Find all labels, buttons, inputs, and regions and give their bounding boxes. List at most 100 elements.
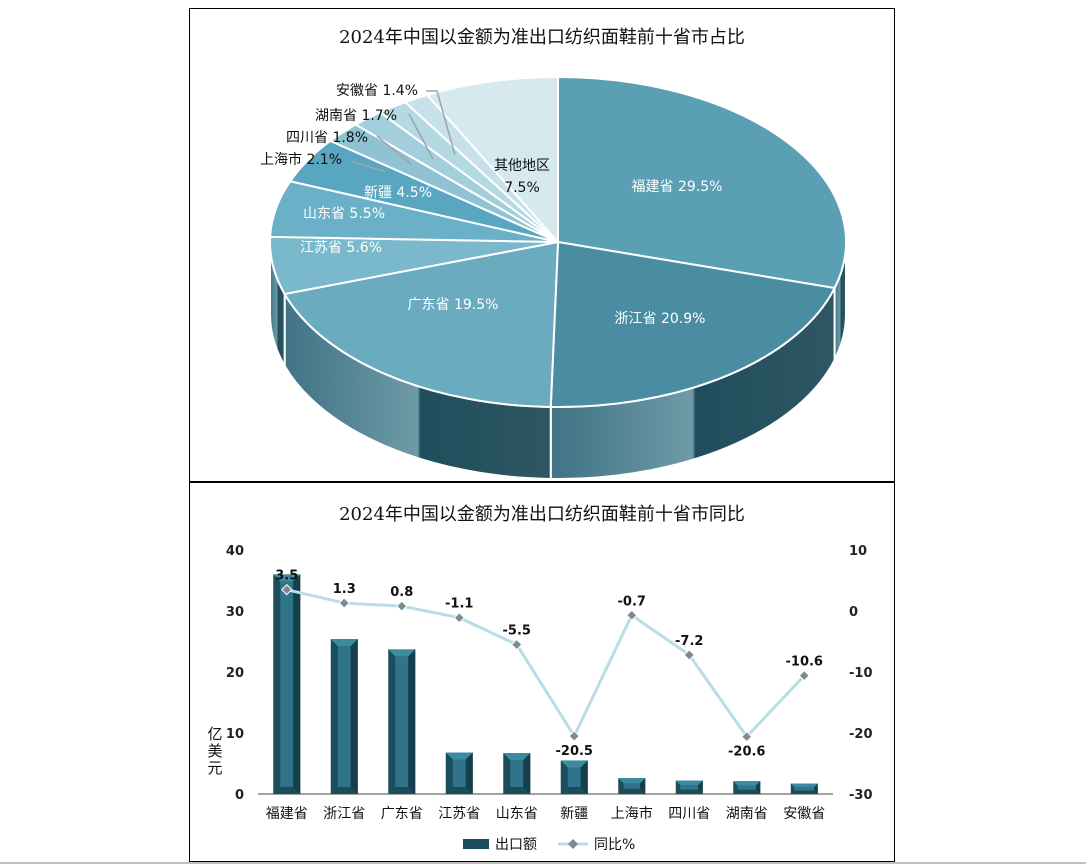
yoy-marker-新疆	[568, 730, 580, 742]
category-label-上海市: 上海市	[611, 805, 653, 822]
pie-label-广东省: 广东省 19.5%	[408, 297, 499, 313]
left-tick-label: 40	[226, 544, 244, 559]
pie-label-新疆: 新疆 4.5%	[364, 185, 432, 201]
category-label-安徽省: 安徽省	[783, 806, 825, 822]
line-series: 3.5 1.3 0.8 -1.1 -5.5 -20.5 -0.7 -7.2 -20.6 -10.6	[275, 569, 823, 760]
bar-top-bevel	[388, 649, 416, 657]
bar-right-bevel	[408, 649, 416, 794]
category-label-浙江省: 浙江省	[323, 806, 365, 822]
yoy-label-安徽省: -10.6	[786, 655, 823, 670]
yoy-marker-山东省	[511, 638, 523, 651]
pie-label-安徽省: 安徽省 1.4%	[336, 83, 418, 99]
bar-right-bevel	[698, 780, 703, 794]
bar-face	[623, 783, 640, 789]
bar-right-bevel	[814, 783, 818, 794]
left-tick-label: 20	[226, 666, 244, 681]
bar-top-bevel	[330, 639, 358, 647]
yoy-label-新疆: -20.5	[556, 744, 593, 759]
bar-right-bevel	[639, 778, 646, 794]
bar-face	[567, 767, 581, 787]
yoy-line	[286, 588, 806, 740]
yoy-label-福建省: 3.5	[275, 569, 298, 584]
bar-right-bevel	[755, 781, 761, 794]
bar-face	[395, 656, 409, 787]
yoy-marker-上海市	[626, 609, 638, 621]
yoy-label-广东省: 0.8	[390, 585, 413, 600]
pie-slice-其他地区	[425, 75, 559, 245]
left-tick-label: 0	[235, 788, 244, 803]
legend-item-bar: 出口额	[463, 837, 537, 853]
category-label-江苏省: 江苏省	[438, 806, 480, 822]
yoy-marker-福建省	[281, 583, 293, 596]
category-label-新疆: 新疆	[560, 806, 588, 822]
pie-label-江苏省: 江苏省 5.6%	[300, 240, 382, 256]
pie-chart-panel: 2024年中国以金额为准出口纺织面鞋前十省市占比 福建省 29.5% 浙江省 20…	[189, 8, 895, 482]
bar-top-bevel	[618, 778, 646, 784]
y-axis-label-char: 美	[207, 742, 222, 760]
right-tick-label: 10	[849, 544, 867, 559]
pie-leader-湖南省	[408, 113, 434, 160]
left-tick-label: 10	[226, 727, 244, 742]
yoy-marker-江苏省	[453, 612, 465, 624]
bar-安徽省	[790, 783, 818, 794]
bar-right-bevel	[350, 639, 358, 794]
bar-face	[794, 787, 815, 791]
bar-top-bevel	[503, 753, 531, 761]
bar-top-bevel	[445, 752, 473, 760]
bar-浙江省	[330, 639, 358, 794]
yoy-label-上海市: -0.7	[618, 594, 646, 609]
yoy-marker-安徽省	[798, 669, 810, 682]
bar-face	[680, 785, 699, 790]
category-label-广东省: 广东省	[381, 806, 423, 822]
bar-face	[510, 760, 524, 787]
category-label-福建省: 福建省	[266, 806, 308, 822]
category-labels: 福建省 浙江省 广东省 江苏省 山东省 新疆 上海市 四川省 湖南省 安徽省	[266, 805, 826, 822]
bar-福建省	[273, 574, 301, 794]
legend-line-marker	[568, 839, 578, 849]
pie-leader-安徽省	[426, 90, 456, 156]
bar-山东省	[503, 753, 531, 794]
legend: 出口额 同比%	[463, 837, 635, 853]
legend-bar-swatch	[463, 839, 489, 849]
legend-bar-label: 出口额	[495, 837, 537, 853]
pie-label-福建省: 福建省 29.5%	[632, 179, 723, 195]
pie-leader-上海市	[350, 160, 387, 173]
yoy-label-江苏省: -1.1	[445, 597, 473, 612]
yoy-label-湖南省: -20.6	[728, 745, 765, 760]
bar-湖南省	[733, 781, 761, 794]
right-tick-label: -10	[849, 666, 873, 681]
y-axis-label-char: 亿	[207, 725, 222, 743]
pie-label-浙江省: 浙江省 20.9%	[615, 311, 706, 327]
pie-slice-福建省	[557, 75, 847, 290]
yoy-marker-湖南省	[741, 730, 753, 743]
pie-slice-浙江省	[549, 240, 837, 408]
category-label-四川省: 四川省	[668, 806, 710, 822]
category-label-湖南省: 湖南省	[726, 806, 768, 822]
pie-chart: 福建省 29.5% 浙江省 20.9% 广东省 19.5% 江苏省 5.6% 山东省 5…	[260, 75, 847, 480]
bar-江苏省	[445, 752, 473, 794]
pie-label-other-value: 7.5%	[504, 180, 540, 196]
bar-top-bevel	[790, 783, 818, 788]
bar-四川省	[675, 780, 703, 794]
pie-leader-四川省	[376, 135, 412, 165]
pie-label-上海市: 上海市 2.1%	[260, 151, 342, 168]
bar-top-bevel	[273, 574, 301, 582]
right-tick-label: 0	[849, 605, 858, 620]
left-tick-label: 30	[226, 605, 244, 620]
yoy-label-山东省: -5.5	[503, 624, 531, 639]
y-axis-label-char: 元	[207, 759, 222, 777]
bar-新疆	[560, 760, 588, 794]
bar-face	[337, 646, 351, 787]
yoy-label-四川省: -7.2	[675, 634, 703, 649]
bar-face	[280, 581, 294, 787]
bar-top-bevel	[560, 760, 588, 768]
right-tick-label: -30	[849, 788, 873, 803]
bar-series	[273, 574, 818, 794]
bar-top-bevel	[675, 780, 703, 786]
pie-labels: 福建省 29.5% 浙江省 20.9% 广东省 19.5% 江苏省 5.6% 山东省 5…	[260, 83, 722, 327]
category-label-山东省: 山东省	[496, 806, 538, 822]
yoy-marker-浙江省	[338, 597, 350, 609]
bar-right-bevel	[465, 752, 473, 794]
yoy-marker-广东省	[396, 600, 408, 612]
